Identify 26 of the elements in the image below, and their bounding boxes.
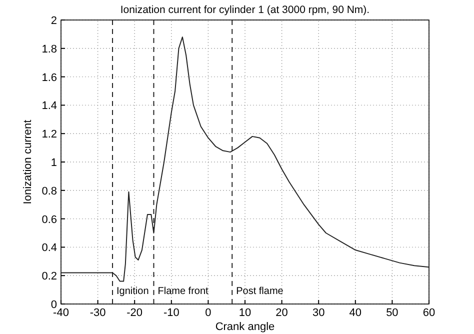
x-tick-label: 20 <box>276 307 288 319</box>
x-tick-label: -20 <box>126 307 143 319</box>
y-tick-label: 0.6 <box>42 214 57 226</box>
x-tick-label: 0 <box>205 307 212 319</box>
y-tick-label: 0.8 <box>42 185 57 198</box>
y-tick-label: 0.2 <box>42 270 57 283</box>
x-tick-label: 40 <box>349 307 362 319</box>
y-tick-label: 2 <box>50 15 57 27</box>
y-tick-label: 1.4 <box>42 100 57 112</box>
chart-title: Ionization current for cylinder 1 (at 3000 rpm, 90 Nm). <box>120 4 370 16</box>
y-tick-label: 1.6 <box>42 72 57 84</box>
y-axis-title: Ionization current <box>22 120 34 204</box>
y-tick-label: 0.4 <box>42 242 57 254</box>
x-tick-label: -10 <box>163 307 180 319</box>
x-axis-title: Crank angle <box>215 321 275 333</box>
annotation: Flame front <box>158 286 209 297</box>
y-tick-label: 1 <box>50 157 57 169</box>
x-tick-label: 10 <box>238 307 252 319</box>
annotation: Ignition <box>116 286 149 297</box>
annotation: Post flame <box>236 286 284 297</box>
x-tick-label: 60 <box>422 307 436 319</box>
y-tick-label: 1.2 <box>42 128 57 141</box>
x-tick-label: 50 <box>386 307 398 319</box>
x-tick-label: 30 <box>312 307 325 319</box>
y-tick-label: 1.8 <box>42 43 57 56</box>
x-tick-label: -30 <box>90 307 106 319</box>
